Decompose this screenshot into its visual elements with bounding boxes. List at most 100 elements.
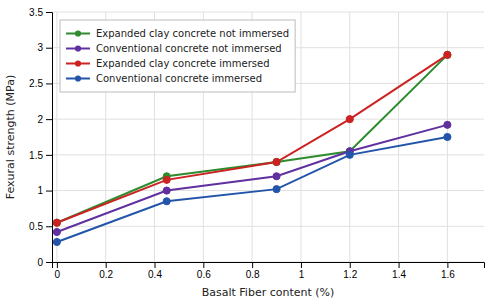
y-tick-mark [46, 155, 52, 156]
series-marker [163, 187, 170, 194]
x-tick-label: 0 [55, 269, 61, 280]
series-line [57, 55, 448, 223]
series-marker [444, 51, 451, 58]
series-marker [273, 158, 280, 165]
y-tick-mark [46, 83, 52, 84]
x-axis: 0 0.2 0.4 0.6 0.8 1 1.2 1.4 1.6 [53, 262, 485, 280]
y-tick-label: 2.5 [29, 78, 43, 89]
y-axis-line [46, 13, 53, 263]
legend-marker [75, 30, 81, 36]
x-tick: 1.6 [441, 262, 455, 280]
series-marker [273, 158, 280, 165]
series-line [57, 55, 448, 223]
x-tick-label: 1.2 [343, 269, 357, 280]
legend-item: Conventional concrete not immersed [66, 43, 282, 54]
x-tick-mark [252, 262, 253, 268]
legend-marker [75, 75, 81, 81]
x-tick: 1.2 [343, 262, 357, 280]
y-tick: 3 [37, 42, 52, 53]
y-tick-label: 3 [37, 42, 43, 53]
grid [52, 12, 484, 262]
x-tick-mark [106, 262, 107, 268]
x-tick: 0.4 [148, 262, 162, 280]
series-marker [346, 151, 353, 158]
y-tick: 2.5 [29, 78, 52, 89]
x-tick: 0.8 [246, 262, 260, 280]
x-tick-mark [399, 262, 400, 268]
legend-item: Expanded clay concrete immersed [66, 58, 270, 69]
y-tick-mark [46, 119, 52, 120]
x-grid-line [349, 12, 350, 262]
y-tick-label: 0 [37, 257, 43, 268]
x-tick-mark [155, 262, 156, 268]
legend-label: Expanded clay concrete not immersed [96, 28, 289, 39]
x-tick-label: 0.2 [99, 269, 113, 280]
y-tick: 1.5 [29, 150, 52, 161]
x-tick: 0 [55, 262, 61, 280]
legend-label: Conventional concrete immersed [96, 73, 262, 84]
legend-marker [75, 60, 81, 66]
x-grid-line [300, 12, 301, 262]
series-marker [444, 121, 451, 128]
y-axis-title: Fexural strength (MPa) [4, 75, 17, 199]
legend-item: Conventional concrete immersed [66, 73, 262, 84]
legend-box [60, 20, 295, 92]
y-tick-label: 1.5 [29, 150, 43, 161]
y-tick-mark [46, 226, 52, 227]
y-tick-label: 0.5 [29, 221, 43, 232]
y-tick-mark [46, 48, 52, 49]
series-marker [163, 198, 170, 205]
x-axis-line [53, 263, 485, 269]
series-marker [53, 228, 60, 235]
y-grid-line [52, 154, 484, 155]
marks [53, 51, 451, 245]
x-tick: 1.4 [392, 262, 406, 280]
y-tick-label: 1 [37, 185, 43, 196]
y-grid-line [52, 119, 484, 120]
series-line [57, 125, 448, 232]
y-grid-line [52, 226, 484, 227]
series-marker [444, 51, 451, 58]
x-tick: 0.6 [197, 262, 211, 280]
x-tick-label: 0.8 [246, 269, 260, 280]
plot: 0 0.2 0.4 0.6 0.8 1 1.2 1.4 1.6 0 0.5 1 1.5 2 2.5 3 3.5 E… [29, 7, 484, 280]
series-line [57, 137, 448, 242]
x-tick-label: 0.6 [197, 269, 211, 280]
x-tick-label: 0.4 [148, 269, 162, 280]
x-axis-title: Basalt Fiber content (%) [202, 286, 335, 299]
chart: 0 0.2 0.4 0.6 0.8 1 1.2 1.4 1.6 0 0.5 1 1.5 2 2.5 3 3.5 E… [0, 0, 500, 304]
series-marker [273, 186, 280, 193]
x-tick-mark [447, 262, 448, 268]
series-marker [346, 116, 353, 123]
series-marker [163, 176, 170, 183]
series-marker [273, 173, 280, 180]
y-tick: 3.5 [29, 7, 52, 18]
y-tick-label: 3.5 [29, 7, 43, 18]
x-tick-label: 1.6 [441, 269, 455, 280]
series-marker [53, 238, 60, 245]
y-tick-mark [46, 191, 52, 192]
y-tick-mark [46, 262, 52, 263]
x-tick: 1 [299, 262, 305, 280]
x-tick: 0.2 [99, 262, 113, 280]
legend-label: Expanded clay concrete immersed [96, 58, 270, 69]
y-tick-label: 2 [37, 114, 43, 125]
series-marker [53, 219, 60, 226]
y-tick: 2 [37, 114, 52, 125]
x-tick-label: 1.4 [392, 269, 406, 280]
y-tick: 0.5 [29, 221, 52, 232]
y-grid-line [52, 12, 484, 13]
legend: Expanded clay concrete not immersed Conve… [60, 20, 295, 92]
x-tick-mark [203, 262, 204, 268]
series-marker [53, 219, 60, 226]
legend-label: Conventional concrete not immersed [96, 43, 282, 54]
y-axis: 0 0.5 1 1.5 2 2.5 3 3.5 [29, 7, 52, 268]
y-tick: 1 [37, 185, 52, 196]
x-tick-mark [57, 262, 58, 268]
legend-marker [75, 45, 81, 51]
y-tick-mark [46, 12, 52, 13]
legend-item: Expanded clay concrete not immersed [66, 28, 289, 39]
series-marker [444, 133, 451, 140]
y-tick: 0 [37, 257, 52, 268]
x-tick-mark [350, 262, 351, 268]
